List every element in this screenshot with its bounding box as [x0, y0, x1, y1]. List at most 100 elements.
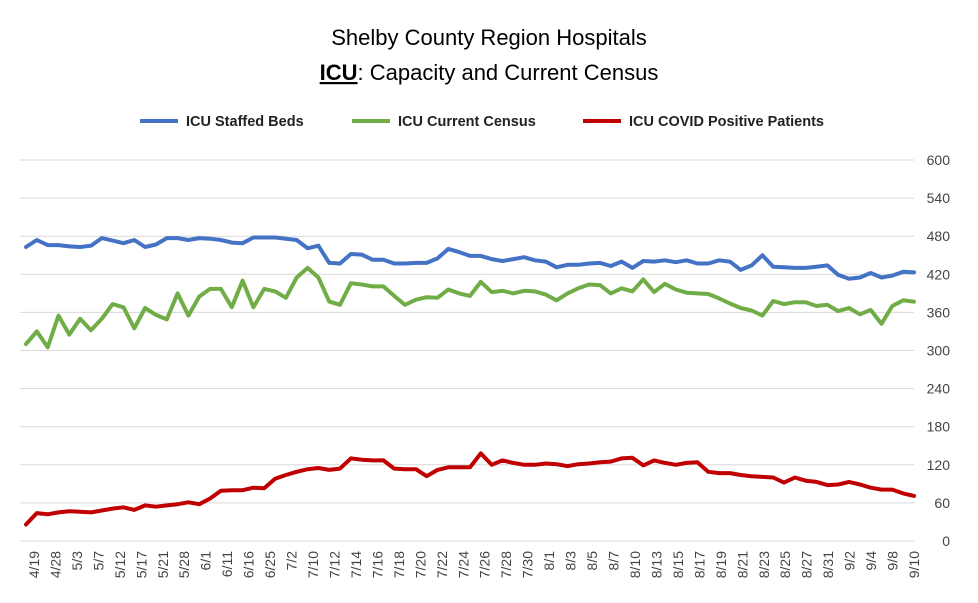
series-line-0 — [24, 235, 916, 281]
data-point — [533, 463, 537, 466]
data-point — [24, 245, 28, 249]
y-axis: 0 60 120 180 240 300 360 420 480 540 600 — [927, 152, 951, 549]
data-point — [371, 459, 374, 462]
data-point — [447, 288, 450, 291]
data-point — [306, 247, 309, 250]
data-point — [328, 300, 331, 303]
data-point — [544, 462, 547, 465]
data-point — [111, 302, 114, 306]
data-point — [403, 262, 407, 265]
x-tick-label: 7/30 — [520, 551, 536, 578]
data-point — [273, 477, 277, 480]
data-point — [652, 459, 656, 462]
data-point — [154, 243, 158, 246]
data-point — [490, 257, 493, 261]
data-point — [750, 309, 753, 312]
data-point — [208, 237, 212, 240]
data-point — [360, 283, 363, 286]
data-point — [133, 327, 136, 330]
data-point — [328, 468, 331, 472]
data-point — [847, 480, 851, 484]
data-point — [176, 292, 179, 295]
data-point — [642, 278, 645, 281]
x-tick-label: 8/1 — [541, 551, 557, 571]
series-lines — [24, 235, 916, 527]
data-point — [176, 236, 179, 240]
data-point — [793, 476, 797, 479]
data-point — [642, 259, 645, 263]
data-point — [284, 473, 288, 477]
data-point — [78, 510, 82, 513]
data-point — [761, 475, 764, 479]
data-point — [100, 317, 104, 320]
x-tick-label: 6/16 — [241, 551, 257, 578]
data-point — [133, 508, 136, 512]
data-point — [674, 463, 677, 466]
x-tick-label: 7/18 — [391, 551, 407, 578]
data-point — [717, 471, 721, 475]
x-tick-label: 5/17 — [133, 551, 149, 578]
data-point — [273, 290, 277, 293]
data-point — [198, 503, 201, 506]
data-point — [122, 242, 125, 245]
data-point — [642, 464, 645, 467]
data-point — [891, 304, 894, 308]
data-point — [566, 263, 569, 266]
data-point — [609, 264, 612, 268]
data-point — [24, 523, 28, 526]
data-point — [544, 293, 547, 296]
data-point — [46, 243, 49, 247]
data-point — [501, 259, 504, 263]
data-point — [68, 333, 71, 336]
data-point — [263, 487, 266, 490]
data-point — [338, 262, 342, 265]
data-point — [273, 236, 277, 239]
data-point — [685, 461, 688, 465]
data-point — [360, 253, 363, 256]
data-point — [902, 492, 905, 495]
data-point — [154, 505, 158, 508]
data-point — [912, 271, 916, 274]
data-point — [577, 263, 580, 266]
x-tick-label: 5/28 — [176, 551, 192, 578]
x-tick-label: 9/10 — [906, 551, 922, 578]
x-tick-label: 5/3 — [69, 551, 85, 571]
data-point — [458, 466, 461, 469]
data-point — [425, 475, 428, 478]
data-point — [522, 289, 526, 292]
data-point — [609, 292, 612, 295]
data-point — [837, 483, 840, 486]
data-point — [739, 306, 742, 310]
data-point — [468, 254, 472, 258]
data-point — [306, 468, 309, 471]
data-point — [587, 462, 591, 465]
x-tick-label: 7/16 — [369, 551, 385, 578]
data-point — [219, 489, 223, 492]
data-point — [89, 511, 93, 514]
x-tick-label: 6/11 — [219, 551, 235, 577]
data-point — [902, 299, 905, 302]
data-point — [100, 236, 104, 240]
data-point — [891, 274, 894, 277]
data-point — [468, 294, 472, 298]
data-point — [371, 258, 374, 261]
data-point — [436, 296, 439, 299]
data-point — [566, 464, 569, 468]
data-point — [837, 309, 840, 313]
data-point — [772, 265, 775, 268]
data-point — [68, 510, 71, 513]
data-point — [57, 511, 60, 514]
data-point — [577, 463, 580, 466]
data-point — [425, 296, 428, 299]
data-point — [522, 463, 526, 466]
data-point — [652, 290, 656, 294]
x-tick-label: 4/19 — [26, 551, 42, 578]
legend: ICU Staffed Beds ICU Current Census ICU CO… — [140, 114, 824, 130]
data-point — [241, 489, 244, 492]
data-point — [284, 296, 288, 299]
data-point — [89, 244, 93, 247]
x-tick-label: 8/31 — [820, 551, 836, 578]
data-point — [782, 266, 786, 269]
data-point — [198, 236, 201, 240]
data-point — [685, 259, 688, 262]
